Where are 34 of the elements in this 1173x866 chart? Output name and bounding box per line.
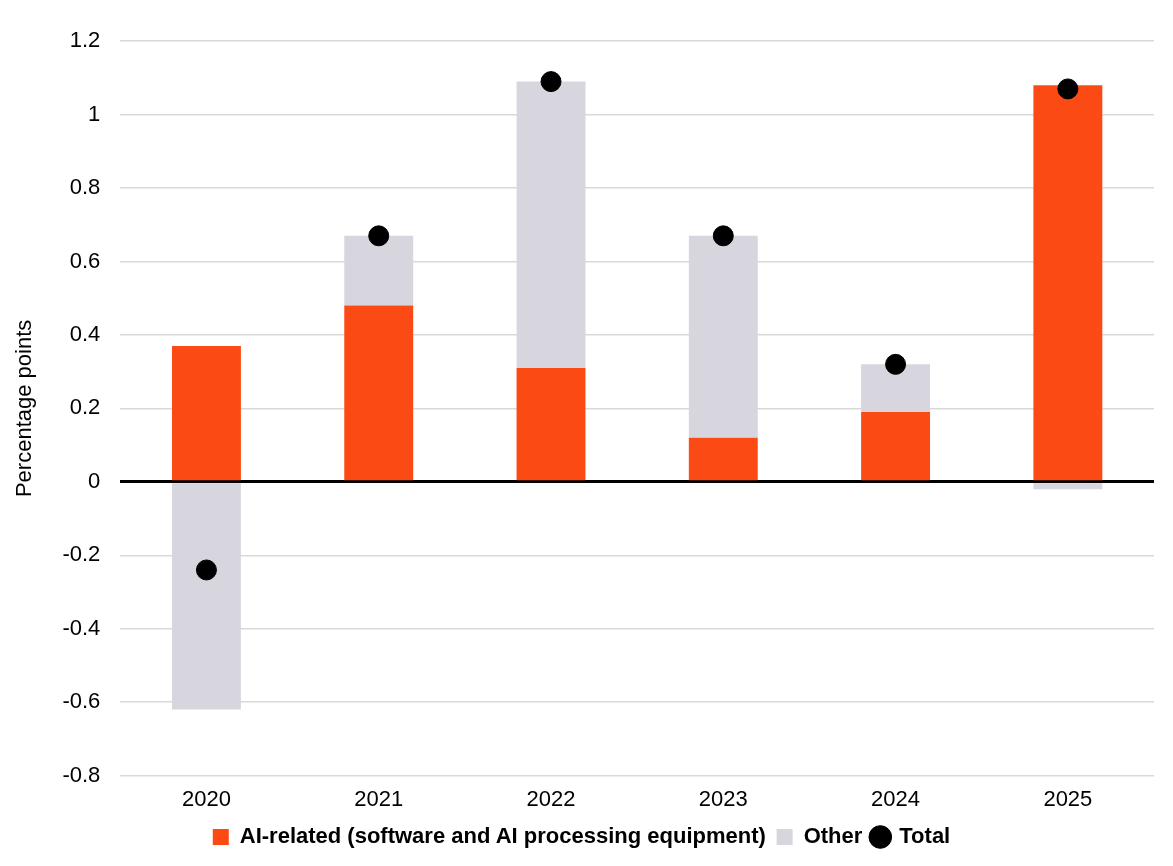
bar [1033, 483, 1103, 490]
bar [688, 437, 758, 481]
point [712, 225, 734, 247]
x-tick-label: 2023 [698, 785, 748, 811]
x-tick-label: 2024 [871, 785, 921, 811]
y-tick-label: 0.2 [69, 394, 101, 420]
legend-label: AI-related (software and AI processing equipment) [239, 823, 766, 849]
y-tick-label: 1.2 [69, 27, 101, 53]
y-tick-label: -0.8 [62, 761, 101, 787]
point [885, 353, 907, 375]
x-tick-label: 2021 [354, 785, 404, 811]
x-tick-label: 2022 [526, 785, 576, 811]
point [1057, 78, 1079, 100]
bar [171, 345, 241, 481]
bar [344, 305, 414, 481]
legend-label: Total [899, 823, 951, 849]
point [195, 559, 217, 581]
y-tick-label: -0.2 [62, 541, 101, 567]
x-tick-label: 2020 [181, 785, 231, 811]
bar [861, 412, 931, 481]
y-tick-label: 1 [88, 100, 101, 126]
y-tick-label: 0.8 [69, 174, 101, 200]
y-tick-label: 0.4 [69, 321, 101, 347]
x-tick-label: 2025 [1043, 785, 1093, 811]
y-axis-title: Percentage points [11, 319, 37, 498]
y-tick-label: -0.6 [62, 688, 101, 714]
point [368, 225, 390, 247]
point [540, 71, 562, 93]
bar [1033, 85, 1103, 481]
legend-label: Other [803, 823, 863, 849]
bar [516, 368, 586, 481]
y-tick-label: -0.4 [62, 614, 101, 640]
y-tick-label: 0 [88, 467, 101, 493]
y-tick-label: 0.6 [69, 247, 101, 273]
